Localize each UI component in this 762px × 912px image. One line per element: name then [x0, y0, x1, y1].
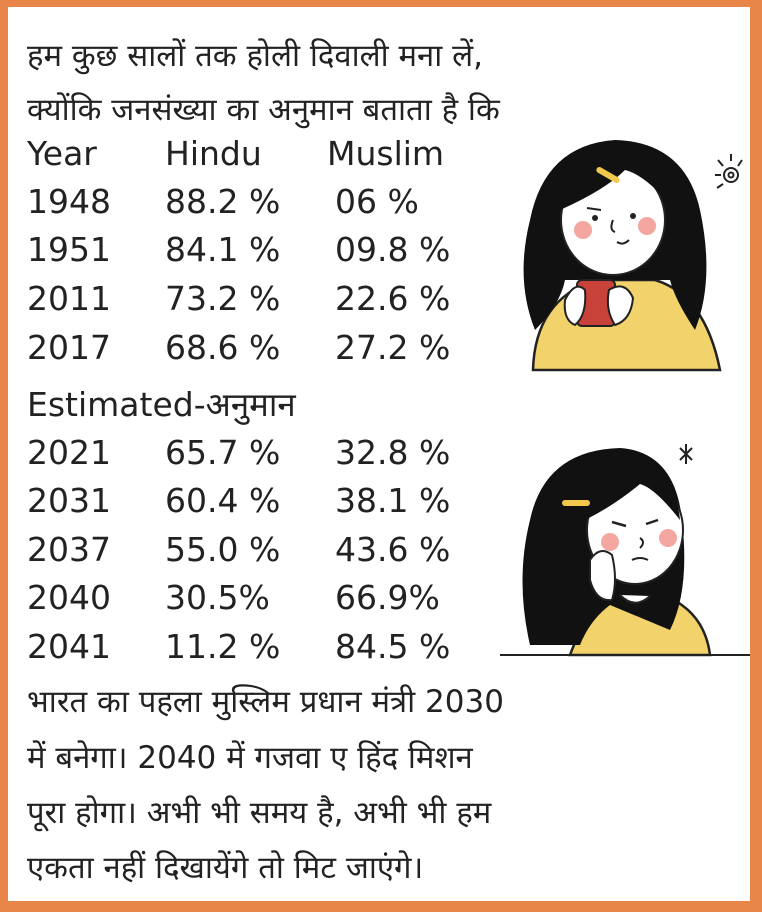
row-hindu: 68.6 %	[165, 328, 281, 367]
row-year: 2017	[27, 328, 111, 367]
girl-drinking-illustration	[523, 140, 743, 372]
row-year: 2041	[27, 627, 111, 666]
outro-line-1: भारत का पहला मुस्लिम प्रधान मंत्री 2030	[27, 684, 504, 720]
row-muslim: 84.5 %	[335, 627, 451, 666]
row-muslim: 66.9%	[335, 578, 440, 617]
header-year: Year	[27, 134, 97, 173]
row-hindu: 55.0 %	[165, 530, 281, 569]
outro-line-3: पूरा होगा। अभी भी समय है, अभी भी हम	[27, 795, 492, 831]
row-muslim: 22.6 %	[335, 279, 451, 318]
row-hindu: 73.2 %	[165, 279, 281, 318]
row-year: 2040	[27, 578, 111, 617]
row-year: 2021	[27, 433, 111, 472]
row-hindu: 88.2 %	[165, 182, 281, 221]
row-muslim: 32.8 %	[335, 433, 451, 472]
row-year: 2037	[27, 530, 111, 569]
row-muslim: 43.6 %	[335, 530, 451, 569]
row-year: 2031	[27, 481, 111, 520]
outro-line-2: में बनेगा। 2040 में गजवा ए हिंद मिशन	[27, 740, 473, 776]
row-hindu: 65.7 %	[165, 433, 281, 472]
row-muslim: 27.2 %	[335, 328, 451, 367]
row-hindu: 30.5%	[165, 578, 270, 617]
estimated-label: Estimated-अनुमान	[27, 385, 296, 424]
row-muslim: 06 %	[335, 182, 419, 221]
row-year: 1951	[27, 230, 111, 269]
row-year: 2011	[27, 279, 111, 318]
header-hindu: Hindu	[165, 134, 262, 173]
outro-line-4: एकता नहीं दिखायेंगे तो मिट जाएंगे।	[27, 850, 424, 886]
sun-icon	[715, 154, 743, 189]
header-muslim: Muslim	[327, 134, 445, 173]
row-muslim: 38.1 %	[335, 481, 451, 520]
row-hindu: 84.1 %	[165, 230, 281, 269]
intro-line-1: हम कुछ सालों तक होली दिवाली मना लें,	[27, 38, 484, 74]
row-muslim: 09.8 %	[335, 230, 451, 269]
row-hindu: 60.4 %	[165, 481, 281, 520]
row-year: 1948	[27, 182, 111, 221]
intro-line-2: क्योंकि जनसंख्या का अनुमान बताता है कि	[27, 92, 500, 128]
sparkle-icon	[679, 444, 693, 464]
row-hindu: 11.2 %	[165, 627, 281, 666]
girl-thinking-illustration	[500, 444, 750, 657]
